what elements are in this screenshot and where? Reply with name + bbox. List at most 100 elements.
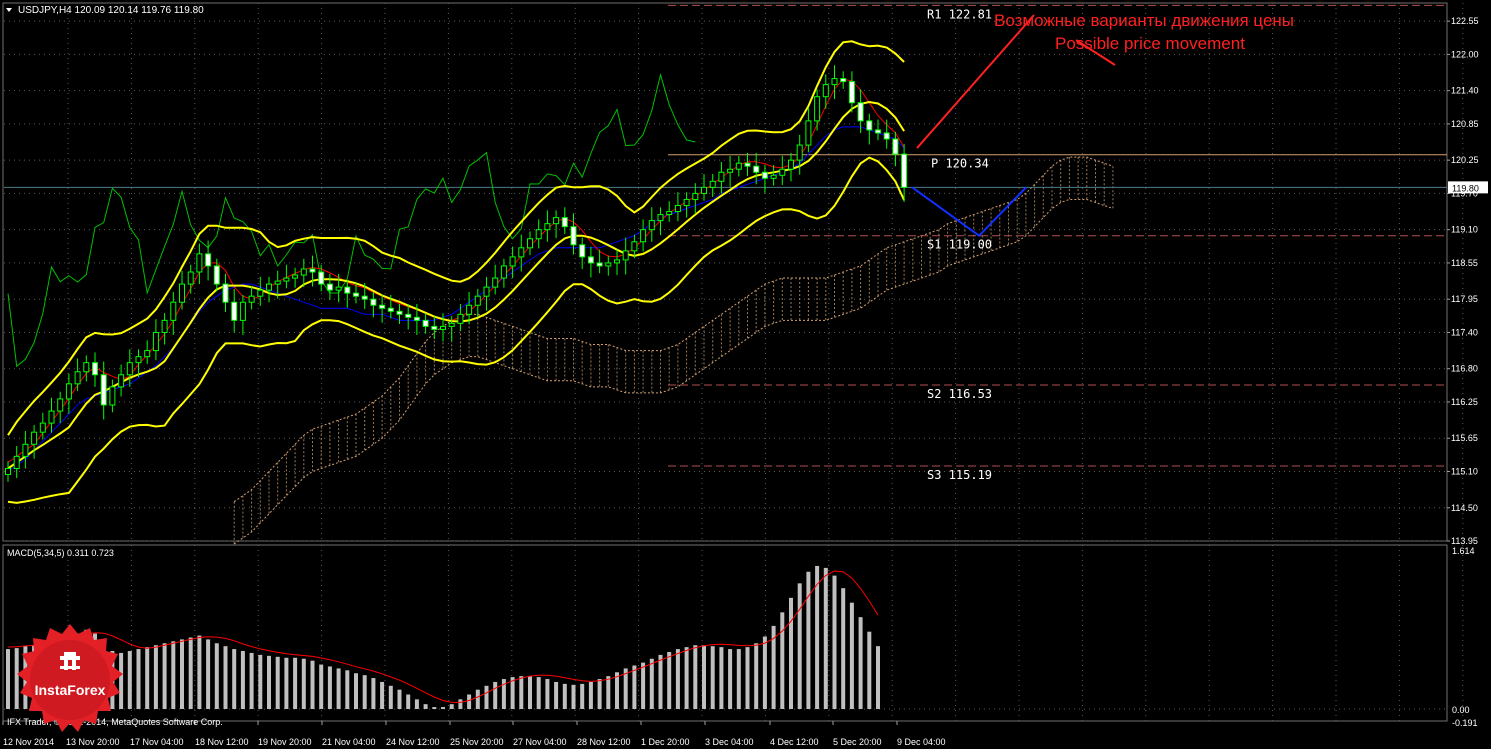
candle-body [753, 165, 760, 173]
candle-body [126, 362, 133, 376]
macd-bar [571, 684, 576, 709]
copyright: IFX Trader, © 2001-2014, MetaQuotes Soft… [7, 717, 223, 727]
candle-body [187, 271, 194, 285]
candle-body [605, 262, 612, 267]
macd-plot-frame [2, 544, 1448, 722]
candle-body [709, 180, 716, 188]
price-tick-label: 120.25 [1451, 155, 1479, 165]
macd-bar [275, 656, 280, 709]
macd-bar [728, 649, 733, 709]
cloud-span-a [233, 156, 1114, 503]
macd-bar [336, 668, 341, 709]
pivot-label-s3: S3 115.19 [927, 468, 992, 482]
macd-bar [362, 675, 367, 709]
macd-bar [484, 685, 489, 709]
macd-bar [649, 658, 654, 709]
candle-body [109, 386, 116, 406]
price-tick-label: 121.40 [1451, 86, 1479, 96]
candle-body [848, 81, 855, 104]
macd-bar [432, 707, 437, 709]
candle-body [57, 398, 64, 412]
candle-body [509, 256, 516, 267]
candle-body [840, 78, 847, 83]
candle-body [492, 277, 499, 288]
candle-body [83, 362, 90, 373]
price-tick-label: 117.40 [1451, 327, 1478, 337]
price-tick-label: 122.00 [1451, 49, 1479, 59]
chart-menu-triangle-icon[interactable] [6, 8, 12, 12]
annotation-line-en: Possible price movement [1055, 34, 1245, 53]
candle-body [553, 217, 560, 225]
candle-body [379, 304, 386, 309]
candle-body [74, 371, 81, 385]
candle-body [196, 253, 203, 273]
macd-zero-label: 0.00 [1452, 705, 1470, 715]
macd-bar [475, 689, 480, 709]
macd-bar [423, 704, 428, 709]
macd-bar [397, 689, 402, 709]
candle-body [92, 362, 98, 376]
macd-bar [658, 654, 663, 709]
candle-body [640, 229, 647, 243]
candle-body [666, 211, 673, 216]
macd-bar [293, 657, 298, 709]
candle-body [370, 298, 377, 306]
candle-body [805, 120, 812, 146]
candle-body [518, 247, 525, 258]
candle-body [527, 238, 533, 249]
price-tick-label: 115.65 [1451, 433, 1478, 443]
candle-body [179, 283, 185, 303]
candle-body [48, 410, 55, 424]
pivot-label-s1: S1 119.00 [927, 238, 992, 252]
candle-body [413, 316, 420, 321]
candle-body [205, 253, 212, 267]
candle-body [814, 96, 821, 122]
macd-bar [14, 648, 19, 709]
time-tick-label: 5 Dec 20:00 [833, 737, 882, 747]
candle-body [718, 171, 725, 182]
instaforex-badge-icon [17, 624, 123, 732]
macd-bar [623, 668, 628, 709]
price-axis: 113.95 114.50 115.10 115.65 116.25 116.80 117.… [1447, 16, 1488, 546]
pivot-levels: R1 122.81 P 120.34 S1 119.00 S2 116.53 S3 11… [4, 4, 1447, 482]
macd-bar [371, 678, 376, 709]
price-candles [5, 65, 908, 482]
candle-body [257, 289, 264, 297]
candle-body [770, 174, 777, 179]
macd-bar [876, 646, 880, 709]
forecast-red-arrow [916, 14, 1035, 149]
candle-body [387, 307, 394, 312]
candle-body [31, 431, 38, 445]
candle-body [448, 322, 455, 327]
candle-body [727, 168, 734, 173]
macd-bar [197, 635, 202, 709]
candle-body [118, 374, 125, 388]
price-tick-label: 118.55 [1451, 258, 1478, 268]
time-tick-label: 21 Nov 04:00 [322, 737, 376, 747]
time-tick-label: 17 Nov 04:00 [130, 737, 184, 747]
candle-body [309, 268, 316, 273]
candle-body [796, 144, 803, 161]
candle-body [239, 301, 246, 321]
candle-body [396, 310, 403, 315]
macd-grid [4, 545, 1464, 721]
candle-body [457, 313, 464, 324]
candle-body [500, 265, 507, 279]
candle-body [857, 102, 864, 122]
candle-body [266, 283, 272, 291]
bollinger-middle [7, 100, 905, 470]
macd-bar [467, 694, 472, 709]
candle-body [161, 319, 168, 333]
macd-bar [815, 565, 820, 709]
candle-body [674, 205, 681, 213]
macd-bar [710, 646, 715, 709]
macd-bar [380, 681, 385, 709]
candle-body [440, 325, 446, 330]
macd-bar [667, 651, 672, 709]
candle-body [866, 120, 873, 131]
macd-bar [806, 571, 811, 709]
macd-bar [754, 643, 759, 709]
bollinger-upper [7, 40, 905, 436]
candle-body [735, 162, 742, 170]
price-tick-label: 114.50 [1451, 503, 1478, 513]
